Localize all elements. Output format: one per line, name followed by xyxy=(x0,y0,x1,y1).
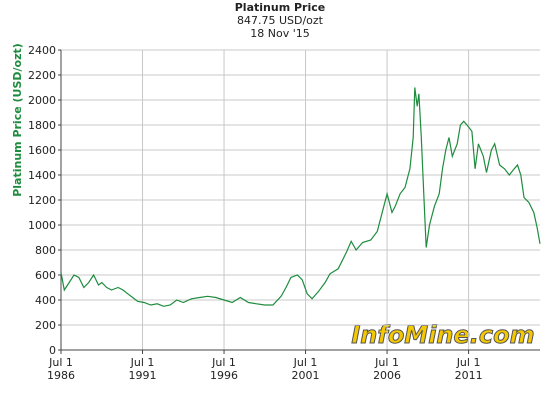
y-tick-label: 1800 xyxy=(28,119,56,132)
y-tick-label: 0 xyxy=(49,344,56,357)
y-tick-label: 2400 xyxy=(28,44,56,57)
y-tick-label: 400 xyxy=(35,294,56,307)
y-tick-label: 1000 xyxy=(28,219,56,232)
chart-date: 18 Nov '15 xyxy=(250,27,309,40)
chart-subtitle: 847.75 USD/ozt xyxy=(237,14,324,27)
y-tick-label: 600 xyxy=(35,269,56,282)
y-tick-label: 800 xyxy=(35,244,56,257)
x-tick-label: Jul 1 1996 xyxy=(210,356,239,382)
y-tick-label: 1200 xyxy=(28,194,56,207)
x-tick-label: Jul 1 1991 xyxy=(128,356,157,382)
y-tick-label: 1400 xyxy=(28,169,56,182)
x-tick-label: Jul 1 2006 xyxy=(373,356,402,382)
y-tick-label: 2200 xyxy=(28,69,56,82)
x-tick-label: Jul 1 1986 xyxy=(47,356,75,382)
y-axis-label: Platinum Price (USD/ozt) xyxy=(11,43,24,197)
x-tick-label: Jul 1 2001 xyxy=(291,356,320,382)
y-tick-label: 1600 xyxy=(28,144,56,157)
price-line xyxy=(60,87,541,307)
y-tick-label: 2000 xyxy=(28,94,56,107)
x-tick-label: Jul 1 2011 xyxy=(454,356,483,382)
chart-title: Platinum Price xyxy=(235,1,325,14)
y-tick-label: 200 xyxy=(35,319,56,332)
